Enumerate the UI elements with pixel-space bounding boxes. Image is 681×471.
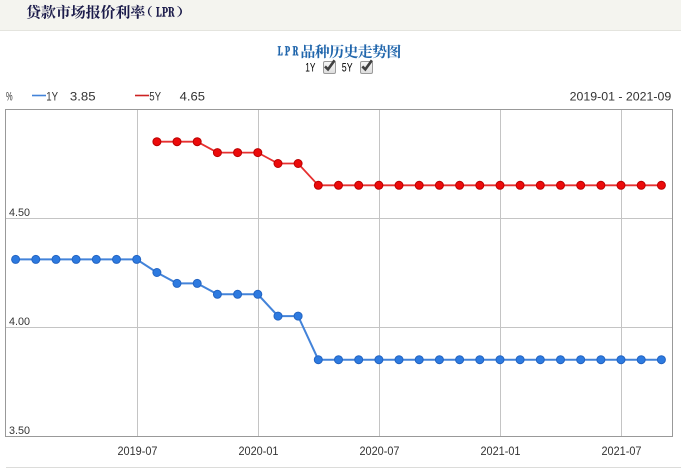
svg-text:5Y: 5Y <box>149 90 161 104</box>
svg-text:1Y: 1Y <box>305 61 315 75</box>
svg-text:4.65: 4.65 <box>180 90 206 104</box>
svg-text:2019-01 - 2021-09: 2019-01 - 2021-09 <box>570 90 672 104</box>
svg-text:%: % <box>6 90 13 104</box>
svg-text:2021-07: 2021-07 <box>602 446 642 458</box>
svg-text:4.50: 4.50 <box>9 207 30 219</box>
svg-text:5Y: 5Y <box>342 61 353 75</box>
svg-text:1Y: 1Y <box>46 90 58 104</box>
svg-text:2019-07: 2019-07 <box>118 446 158 458</box>
svg-text:4.00: 4.00 <box>9 316 30 328</box>
svg-text:3.50: 3.50 <box>9 425 30 437</box>
svg-text:2020-01: 2020-01 <box>239 446 279 458</box>
svg-text:3.85: 3.85 <box>70 90 96 104</box>
svg-text:2020-07: 2020-07 <box>360 446 400 458</box>
svg-text:2021-01: 2021-01 <box>481 446 521 458</box>
